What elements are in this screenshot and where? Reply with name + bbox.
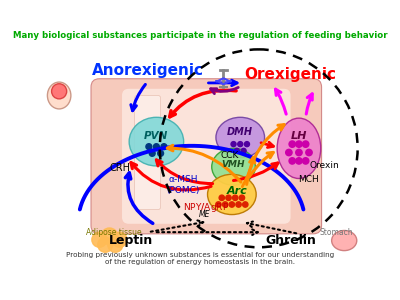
Text: Leptin: Leptin [109,234,153,247]
Ellipse shape [129,117,184,166]
Text: CRH: CRH [110,164,131,173]
Circle shape [296,149,302,156]
Circle shape [226,195,231,200]
Circle shape [244,142,250,147]
Circle shape [92,232,107,247]
Circle shape [108,237,123,252]
Circle shape [238,142,243,147]
Circle shape [222,202,228,207]
Circle shape [234,148,240,153]
Text: CCK: CCK [221,151,239,160]
Circle shape [242,202,248,207]
Ellipse shape [277,118,321,178]
Text: Probing previously unknown substances is essential for our understanding
of the : Probing previously unknown substances is… [66,252,334,265]
Circle shape [154,144,159,150]
Ellipse shape [216,117,264,158]
Circle shape [146,144,152,150]
FancyBboxPatch shape [122,89,290,224]
Ellipse shape [208,174,256,214]
Circle shape [289,141,296,147]
Circle shape [286,149,292,156]
Text: Adipose tissue: Adipose tissue [86,228,142,237]
Text: LH: LH [291,131,307,141]
Text: VMH: VMH [222,160,245,169]
Circle shape [229,202,234,207]
Circle shape [296,158,302,164]
FancyBboxPatch shape [135,95,160,209]
Text: Stomach: Stomach [319,228,353,237]
Circle shape [289,158,296,164]
Circle shape [296,141,302,147]
Circle shape [241,148,246,153]
Text: ME: ME [198,210,210,219]
Circle shape [239,195,245,200]
Circle shape [149,150,155,156]
Circle shape [219,195,224,200]
Text: Ghrelin: Ghrelin [265,234,316,247]
Circle shape [98,237,113,252]
Text: Anorexigenic: Anorexigenic [92,63,204,78]
Text: DMH: DMH [227,127,253,136]
Text: α-MSH
(POMC): α-MSH (POMC) [166,175,200,195]
Circle shape [158,150,164,156]
Circle shape [232,195,238,200]
Circle shape [231,142,236,147]
Circle shape [216,202,221,207]
Circle shape [302,158,309,164]
Ellipse shape [332,230,357,250]
Text: Many biological substances participate in the regulation of feeding behavior: Many biological substances participate i… [13,31,387,40]
Circle shape [236,202,241,207]
Text: Orexin: Orexin [309,160,339,169]
Circle shape [306,149,312,156]
Ellipse shape [212,148,255,185]
Text: MCH: MCH [299,175,319,184]
Circle shape [302,141,309,147]
Ellipse shape [48,82,71,109]
Circle shape [101,228,118,245]
Ellipse shape [52,84,67,99]
Text: Arc: Arc [226,186,247,196]
FancyBboxPatch shape [91,79,322,234]
Circle shape [112,232,127,247]
Text: Orexigenic: Orexigenic [244,67,336,82]
Text: NPY$\bf{/}$AgRP: NPY$\bf{/}$AgRP [183,200,229,214]
Text: PVN: PVN [144,131,168,141]
Circle shape [161,144,167,150]
